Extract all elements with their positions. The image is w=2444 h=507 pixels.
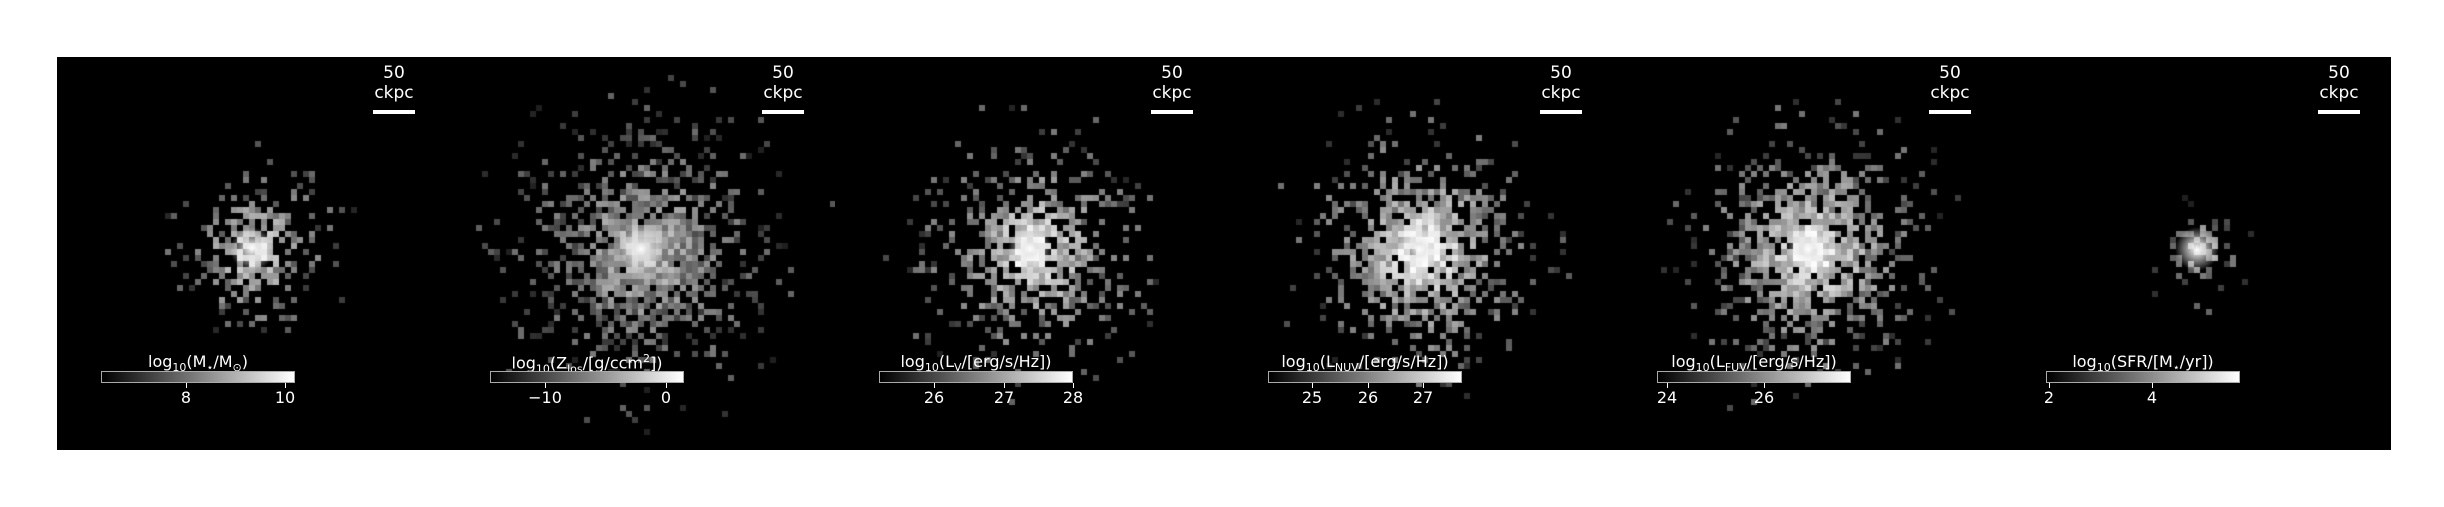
colorbar-gradient — [1657, 371, 1851, 383]
colorbar-title: log10(M⋆/M⊙) — [148, 352, 248, 375]
colorbar-tick-label: 4 — [2146, 388, 2158, 407]
colorbar-tick-label: −10 — [528, 388, 562, 407]
colorbar-title: log10(LNUV/[erg/s/Hz]) — [1281, 352, 1449, 375]
colorbar-tick — [285, 383, 286, 388]
scale-bar-line — [1151, 110, 1193, 114]
scale-bar: 50 ckpc — [1920, 63, 1980, 114]
scale-bar-line — [762, 110, 804, 114]
colorbar-gradient — [490, 371, 684, 383]
colorbar-tick-label: 10 — [274, 388, 296, 407]
panel-metallicity: 50 ckpc log10(Zlos/[g/ccm2]) −10 0 — [446, 57, 835, 450]
panel-nuv-luminosity: 50 ckpc log10(LNUV/[erg/s/Hz]) 25 26 27 — [1224, 57, 1613, 450]
colorbar-tick-label: 26 — [923, 388, 945, 407]
fuv-map — [1613, 57, 2002, 450]
colorbar-tick — [2049, 383, 2050, 388]
panel-v-band-luminosity: 50 ckpc log10(LV/[erg/s/Hz]) 26 27 28 — [835, 57, 1224, 450]
colorbar-tick — [666, 383, 667, 388]
colorbar-gradient — [2046, 371, 2240, 383]
panel-fuv-luminosity: 50 ckpc log10(LFUV/[erg/s/Hz]) 24 26 — [1613, 57, 2002, 450]
colorbar-tick — [1073, 383, 1074, 388]
colorbar-gradient — [1268, 371, 1462, 383]
colorbar-tick — [934, 383, 935, 388]
colorbar-title: log10(SFR/[M⋆/yr]) — [2072, 352, 2214, 375]
colorbar-tick-label: 27 — [1412, 388, 1434, 407]
colorbar-title: log10(LV/[erg/s/Hz]) — [900, 352, 1052, 375]
scale-bar-label: 50 ckpc — [2319, 63, 2359, 103]
colorbar-tick — [545, 383, 546, 388]
colorbar-tick — [1667, 383, 1668, 388]
colorbar-tick — [186, 383, 187, 388]
colorbar-tick — [1004, 383, 1005, 388]
colorbar-tick-label: 24 — [1656, 388, 1678, 407]
scale-bar: 50 ckpc — [1142, 63, 1202, 114]
colorbar-title: log10(LFUV/[erg/s/Hz]) — [1671, 352, 1837, 375]
colorbar-tick — [1423, 383, 1424, 388]
scale-bar-label: 50 ckpc — [374, 63, 414, 103]
colorbar-tick-label: 28 — [1062, 388, 1084, 407]
panel-stellar-mass: 50 ckpc log10(M⋆/M⊙) 8 10 — [57, 57, 446, 450]
colorbar-tick-label: 2 — [2043, 388, 2055, 407]
colorbar-tick-label: 25 — [1301, 388, 1323, 407]
colorbar-tick-label: 27 — [993, 388, 1015, 407]
scale-bar-line — [1540, 110, 1582, 114]
sfr-map — [2002, 57, 2391, 450]
scale-bar-label: 50 ckpc — [763, 63, 803, 103]
stellar-mass-map — [57, 57, 446, 450]
v-band-map — [835, 57, 1224, 450]
colorbar-tick-label: 26 — [1357, 388, 1379, 407]
colorbar-gradient — [879, 371, 1073, 383]
scale-bar: 50 ckpc — [1531, 63, 1591, 114]
colorbar-tick — [2152, 383, 2153, 388]
metallicity-map — [446, 57, 835, 450]
scale-bar-line — [373, 110, 415, 114]
colorbar-tick-label: 8 — [180, 388, 192, 407]
scale-bar-line — [1929, 110, 1971, 114]
colorbar-title: log10(Zlos/[g/ccm2]) — [511, 352, 663, 376]
colorbar-tick — [1764, 383, 1765, 388]
colorbar-gradient — [101, 371, 295, 383]
scale-bar: 50 ckpc — [2309, 63, 2369, 114]
colorbar-tick-label: 26 — [1753, 388, 1775, 407]
colorbar-tick — [1312, 383, 1313, 388]
scale-bar: 50 ckpc — [753, 63, 813, 114]
nuv-map — [1224, 57, 1613, 450]
colorbar-tick — [1368, 383, 1369, 388]
scale-bar-label: 50 ckpc — [1152, 63, 1192, 103]
scale-bar-label: 50 ckpc — [1930, 63, 1970, 103]
scale-bar: 50 ckpc — [364, 63, 424, 114]
scale-bar-label: 50 ckpc — [1541, 63, 1581, 103]
image-strip: 50 ckpc log10(M⋆/M⊙) 8 10 50 ckpc log10(Z… — [57, 57, 2391, 450]
colorbar-tick-label: 0 — [660, 388, 672, 407]
scale-bar-line — [2318, 110, 2360, 114]
panel-sfr: 50 ckpc log10(SFR/[M⋆/yr]) 2 4 — [2002, 57, 2391, 450]
